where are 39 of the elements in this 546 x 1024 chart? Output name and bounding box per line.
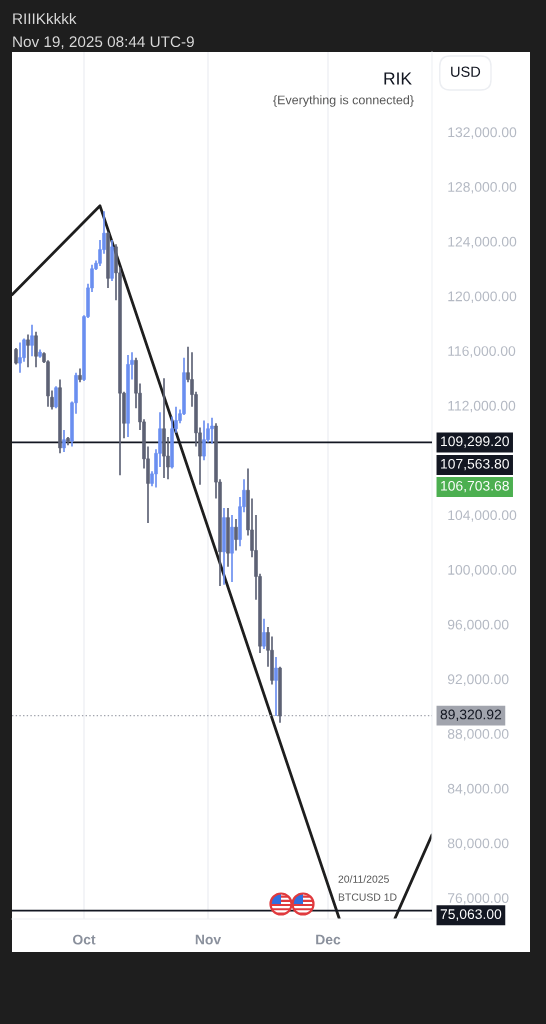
ref-line-label: 89,320.92 xyxy=(440,709,502,722)
y-tick-label: 116,000.00 xyxy=(448,346,516,358)
ref-line-label: 109,299.20 xyxy=(441,436,509,448)
y-tick-label: 84,000.00 xyxy=(447,783,509,796)
y-tick-label: 92,000.00 xyxy=(447,674,509,686)
text: USD xyxy=(451,66,481,77)
y-tick-label: 132,000.00 xyxy=(448,127,517,139)
x-tick-label: Oct xyxy=(73,934,96,945)
chart-title: RIIIKkkkk xyxy=(13,12,77,24)
text: 107,563.80 xyxy=(441,458,509,471)
candlestick xyxy=(274,656,278,717)
annotation: 20/11/2025 xyxy=(338,875,389,883)
text: 106,703.68 xyxy=(441,480,509,493)
x-tick-label: Nov xyxy=(195,934,222,945)
y-tick-label: 96,000.00 xyxy=(447,619,509,632)
y-tick-label: 120,000.00 xyxy=(448,291,517,303)
candlestick xyxy=(262,617,266,650)
y-tick-label: 128,000.00 xyxy=(448,182,517,194)
candlestick xyxy=(234,518,238,552)
candlestick xyxy=(62,429,66,453)
annotation: {Everything is connected} xyxy=(273,95,414,107)
y-tick-label: 100,000.00 xyxy=(448,564,517,577)
y-tick-label: 112,000.00 xyxy=(448,400,516,413)
candlestick xyxy=(18,341,22,374)
candlestick xyxy=(26,333,30,369)
y-tick-label: 104,000.00 xyxy=(448,510,517,522)
annotation: RIK xyxy=(384,72,412,85)
y-tick-label: 76,000.00 xyxy=(447,893,509,905)
y-tick-label: 80,000.00 xyxy=(447,838,509,850)
ref-line-label: 75,063.00 xyxy=(440,909,502,921)
x-tick-label: Dec xyxy=(316,934,341,945)
y-tick-label: 88,000.00 xyxy=(447,729,509,741)
candlestick xyxy=(30,323,34,358)
candlestick xyxy=(34,330,38,369)
candlestick xyxy=(210,416,214,445)
y-tick-label: 124,000.00 xyxy=(448,236,517,249)
annotation: BTCUSD 1D xyxy=(338,893,397,901)
candlestick xyxy=(202,419,206,462)
chart-subtitle: Nov 19, 2025 08:44 UTC-9 xyxy=(13,36,194,49)
